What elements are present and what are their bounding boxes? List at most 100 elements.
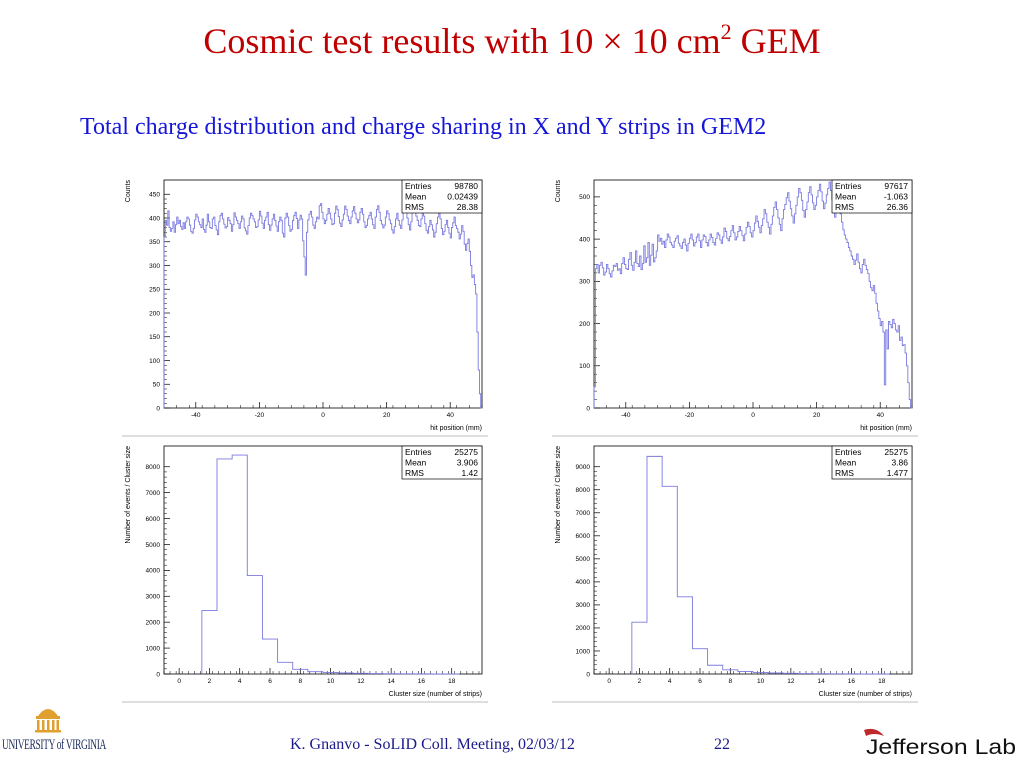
stats-key: RMS	[405, 468, 424, 478]
y-tick-label: 8000	[146, 464, 161, 471]
y-tick-label: 6000	[576, 533, 591, 540]
stats-key: Entries	[405, 181, 431, 191]
plot-frame	[593, 445, 913, 675]
x-tick-label: 16	[418, 678, 426, 685]
y-tick-label: 1000	[146, 645, 161, 652]
stats-value: 97617	[884, 181, 908, 191]
page-number: 22	[714, 736, 730, 753]
x-tick-label: 8	[728, 678, 732, 685]
x-tick-label: 8	[298, 678, 302, 685]
histogram-line	[631, 455, 890, 675]
x-tick-label: 0	[177, 678, 181, 685]
x-tick-label: -20	[255, 412, 265, 419]
stats-value: 28.38	[457, 202, 479, 212]
chart-background	[122, 172, 493, 441]
stats-value: 0.02439	[447, 192, 478, 202]
stats-key: RMS	[835, 202, 854, 212]
stats-value: -1.063	[884, 192, 908, 202]
x-tick-label: -40	[621, 412, 631, 419]
logo-right-text: Jefferson Lab	[866, 736, 1016, 759]
x-tick-label: 40	[447, 412, 455, 419]
chart-background	[122, 438, 493, 707]
y-tick-label: 450	[149, 192, 160, 199]
stats-box	[831, 179, 913, 214]
chart-background	[552, 438, 923, 707]
x-tick-label: 20	[813, 412, 821, 419]
x-tick-label: 0	[321, 412, 325, 419]
y-tick-label: 4000	[146, 568, 161, 575]
x-tick-label: 14	[388, 678, 396, 685]
jefferson-lab-logo: Jefferson Lab	[862, 726, 1022, 762]
y-tick-label: 0	[156, 671, 160, 678]
footer-text: K. Gnanvo - SoLID Coll. Meeting, 02/03/1…	[290, 736, 575, 753]
slide-title: Cosmic test results with 10 × 10 cm2 GEM	[203, 19, 821, 62]
x-axis-label: hit position (mm)	[860, 425, 912, 432]
y-tick-label: 150	[149, 334, 160, 341]
x-axis-label: hit position (mm)	[430, 425, 482, 432]
stats-value: 1.477	[887, 468, 909, 478]
stats-key: Mean	[405, 192, 427, 202]
y-tick-label: 3000	[146, 594, 161, 601]
y-tick-label: 7000	[146, 490, 161, 497]
x-tick-label: 18	[878, 678, 886, 685]
x-tick-label: 2	[208, 678, 212, 685]
y-axis-label: Counts	[125, 180, 132, 203]
y-tick-label: 300	[579, 279, 590, 286]
histogram-line	[593, 181, 912, 409]
y-axis-label: Number of events / Cluster size	[125, 446, 132, 544]
histogram-line	[201, 454, 460, 675]
y-tick-label: 5000	[576, 556, 591, 563]
stats-key: Entries	[835, 447, 861, 457]
slide-subtitle: Total charge distribution and charge sha…	[80, 114, 767, 140]
stats-value: 26.36	[887, 202, 909, 212]
panel-y-cluster-size: 0 1000 2000 3000 4000 5000 6000 7000 8000 9000 0 2 4…	[552, 438, 924, 708]
stats-value: 1.42	[461, 468, 478, 478]
x-tick-label: 20	[383, 412, 391, 419]
histogram-x-cluster-size: 0 1000 2000 3000 4000 5000 6000 7000 8000 0 2 4 6 8 10…	[122, 438, 493, 707]
stats-value: 25275	[454, 447, 478, 457]
panel-x-hit-position: 0 50 100 150 200 250 300 350 400 450 -40 -20 0 20 40 hi…	[122, 172, 494, 442]
y-tick-label: 5000	[146, 542, 161, 549]
y-tick-label: 2000	[576, 625, 591, 632]
y-axis-label: Counts	[555, 180, 562, 203]
stats-key: Mean	[835, 192, 857, 202]
y-tick-label: 100	[149, 358, 160, 365]
x-tick-label: 0	[751, 412, 755, 419]
y-tick-label: 8000	[576, 487, 591, 494]
histogram-y-hit-position: 0 100 200 300 400 500 -40 -20 0 20 40 hit position …	[552, 172, 923, 441]
stats-value: 3.86	[891, 458, 908, 468]
y-tick-label: 0	[586, 405, 590, 412]
stats-value: 25275	[884, 447, 908, 457]
title-superscript: 2	[720, 19, 732, 44]
stats-key: Mean	[835, 458, 857, 468]
stats-key: Mean	[405, 458, 427, 468]
logo-left-text: UNIVERSITY of VIRGINIA	[2, 737, 106, 753]
y-tick-label: 100	[579, 363, 590, 370]
y-tick-label: 200	[149, 310, 160, 317]
x-axis-label: Cluster size (number of strips)	[819, 691, 912, 698]
y-tick-label: 350	[149, 239, 160, 246]
x-tick-label: -20	[685, 412, 695, 419]
stats-value: 98780	[454, 181, 478, 191]
y-tick-label: 300	[149, 263, 160, 270]
panel-x-cluster-size: 0 1000 2000 3000 4000 5000 6000 7000 8000 0 2 4 6 8 10…	[122, 438, 494, 708]
stats-box	[401, 445, 483, 480]
x-tick-label: 40	[877, 412, 885, 419]
x-tick-label: 6	[698, 678, 702, 685]
y-tick-label: 4000	[576, 579, 591, 586]
y-tick-label: 400	[149, 215, 160, 222]
panel-y-hit-position: 0 100 200 300 400 500 -40 -20 0 20 40 hit position …	[552, 172, 924, 442]
x-tick-label: 12	[357, 678, 365, 685]
swoosh-icon	[864, 728, 884, 736]
stats-box	[401, 179, 483, 214]
uva-logo: UNIVERSITY of VIRGINIA	[0, 700, 110, 766]
x-tick-label: -40	[191, 412, 201, 419]
y-tick-label: 3000	[576, 602, 591, 609]
y-tick-label: 0	[156, 405, 160, 412]
x-tick-label: 10	[757, 678, 765, 685]
histogram-line	[163, 203, 482, 409]
x-tick-label: 0	[607, 678, 611, 685]
y-tick-label: 1000	[576, 648, 591, 655]
rotunda-icon	[35, 709, 61, 733]
x-tick-label: 10	[327, 678, 335, 685]
